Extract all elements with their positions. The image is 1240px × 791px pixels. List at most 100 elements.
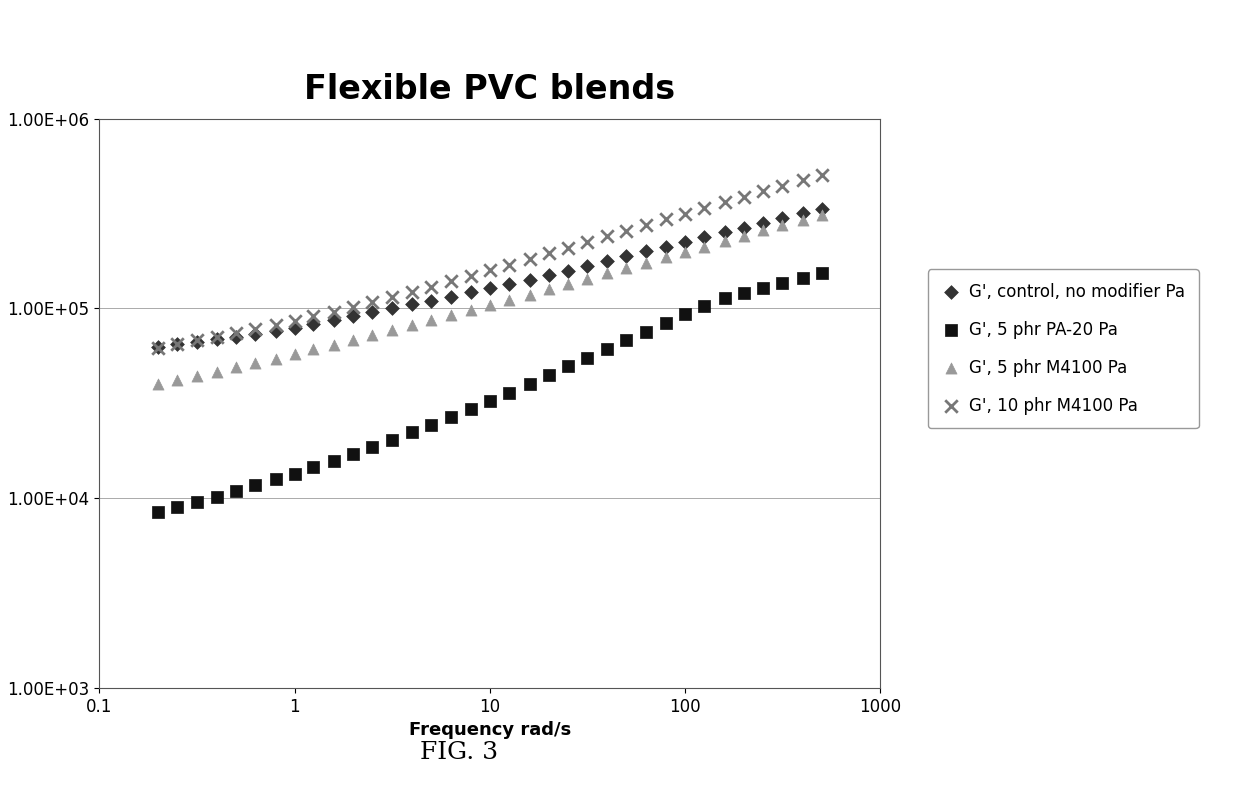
G', 5 phr PA-20 Pa [753, 282, 773, 294]
G', 10 phr M4100 Pa [792, 174, 812, 187]
G', control, no modifier Pa [792, 206, 812, 219]
G', control, no modifier Pa [773, 211, 792, 224]
Text: FIG. 3: FIG. 3 [419, 741, 498, 764]
G', 10 phr M4100 Pa [734, 191, 754, 203]
G', 5 phr M4100 Pa [715, 235, 735, 248]
G', control, no modifier Pa [636, 245, 656, 258]
G', 5 phr PA-20 Pa [343, 447, 363, 460]
G', 5 phr M4100 Pa [167, 373, 187, 386]
G', 5 phr M4100 Pa [753, 224, 773, 237]
G', 5 phr PA-20 Pa [616, 334, 636, 346]
G', control, no modifier Pa [558, 264, 578, 277]
G', control, no modifier Pa [734, 221, 754, 234]
G', 5 phr M4100 Pa [498, 293, 518, 306]
G', 10 phr M4100 Pa [558, 241, 578, 254]
G', 10 phr M4100 Pa [715, 196, 735, 209]
G', 5 phr PA-20 Pa [558, 360, 578, 373]
G', control, no modifier Pa [382, 302, 402, 315]
G', control, no modifier Pa [598, 255, 618, 267]
G', 10 phr M4100 Pa [207, 331, 227, 343]
G', control, no modifier Pa [422, 294, 441, 307]
G', 5 phr M4100 Pa [246, 357, 265, 369]
G', 5 phr PA-20 Pa [461, 403, 481, 415]
G', 5 phr M4100 Pa [598, 267, 618, 280]
G', 10 phr M4100 Pa [480, 264, 500, 277]
G', control, no modifier Pa [577, 260, 596, 273]
G', 5 phr PA-20 Pa [636, 325, 656, 338]
G', 10 phr M4100 Pa [812, 168, 832, 181]
G', control, no modifier Pa [304, 317, 324, 330]
G', control, no modifier Pa [753, 217, 773, 229]
G', control, no modifier Pa [675, 235, 694, 248]
G', 10 phr M4100 Pa [520, 253, 539, 266]
G', 5 phr PA-20 Pa [207, 490, 227, 503]
G', 5 phr M4100 Pa [226, 361, 246, 373]
G', 10 phr M4100 Pa [148, 342, 167, 354]
G', 5 phr PA-20 Pa [284, 467, 305, 480]
G', 5 phr PA-20 Pa [812, 267, 832, 280]
G', 10 phr M4100 Pa [265, 319, 285, 331]
G', control, no modifier Pa [520, 273, 539, 286]
G', 5 phr PA-20 Pa [694, 300, 714, 312]
G', 5 phr M4100 Pa [325, 339, 345, 351]
G', 10 phr M4100 Pa [656, 213, 676, 225]
G', control, no modifier Pa [480, 282, 500, 294]
G', control, no modifier Pa [167, 338, 187, 350]
G', 10 phr M4100 Pa [304, 310, 324, 323]
G', 5 phr M4100 Pa [480, 299, 500, 312]
G', 5 phr PA-20 Pa [422, 418, 441, 431]
G', 5 phr M4100 Pa [461, 304, 481, 316]
G', 10 phr M4100 Pa [284, 315, 305, 327]
G', 5 phr PA-20 Pa [148, 505, 167, 518]
G', 5 phr M4100 Pa [734, 229, 754, 242]
G', control, no modifier Pa [715, 226, 735, 239]
G', 5 phr PA-20 Pa [362, 441, 382, 453]
G', 5 phr M4100 Pa [558, 278, 578, 290]
G', 5 phr M4100 Pa [538, 283, 558, 296]
G', 5 phr M4100 Pa [636, 256, 656, 269]
G', 5 phr PA-20 Pa [167, 501, 187, 513]
Legend: G', control, no modifier Pa, G', 5 phr PA-20 Pa, G', 5 phr M4100 Pa, G', 10 phr : G', control, no modifier Pa, G', 5 phr P… [928, 270, 1199, 428]
G', 10 phr M4100 Pa [422, 281, 441, 293]
G', 10 phr M4100 Pa [325, 305, 345, 318]
G', control, no modifier Pa [325, 314, 345, 327]
G', 5 phr PA-20 Pa [773, 277, 792, 290]
G', 5 phr M4100 Pa [773, 219, 792, 232]
G', 5 phr PA-20 Pa [598, 343, 618, 356]
G', control, no modifier Pa [226, 331, 246, 343]
G', control, no modifier Pa [402, 298, 422, 311]
G', 5 phr PA-20 Pa [656, 316, 676, 329]
G', 10 phr M4100 Pa [461, 269, 481, 282]
G', 5 phr PA-20 Pa [498, 386, 518, 399]
G', 5 phr M4100 Pa [402, 319, 422, 331]
G', 10 phr M4100 Pa [675, 207, 694, 220]
G', 5 phr PA-20 Pa [382, 433, 402, 446]
G', 10 phr M4100 Pa [636, 219, 656, 232]
Title: Flexible PVC blends: Flexible PVC blends [304, 74, 676, 106]
G', 5 phr PA-20 Pa [675, 308, 694, 321]
G', 5 phr M4100 Pa [656, 251, 676, 263]
G', 5 phr M4100 Pa [343, 333, 363, 346]
X-axis label: Frequency rad/s: Frequency rad/s [409, 721, 570, 740]
G', 5 phr PA-20 Pa [186, 495, 206, 508]
G', 10 phr M4100 Pa [382, 290, 402, 303]
G', 5 phr M4100 Pa [520, 289, 539, 301]
G', 5 phr PA-20 Pa [538, 369, 558, 381]
G', 10 phr M4100 Pa [167, 338, 187, 350]
G', 10 phr M4100 Pa [753, 185, 773, 198]
G', control, no modifier Pa [616, 250, 636, 263]
G', control, no modifier Pa [207, 333, 227, 346]
G', control, no modifier Pa [246, 328, 265, 341]
G', control, no modifier Pa [186, 335, 206, 348]
G', 5 phr PA-20 Pa [325, 454, 345, 467]
G', 10 phr M4100 Pa [362, 296, 382, 308]
G', 5 phr PA-20 Pa [480, 395, 500, 407]
G', 5 phr M4100 Pa [186, 370, 206, 383]
G', control, no modifier Pa [265, 325, 285, 338]
G', control, no modifier Pa [694, 231, 714, 244]
G', 5 phr PA-20 Pa [792, 272, 812, 285]
G', 5 phr M4100 Pa [616, 262, 636, 274]
G', 5 phr M4100 Pa [812, 208, 832, 221]
G', 5 phr M4100 Pa [577, 273, 596, 286]
G', 10 phr M4100 Pa [598, 230, 618, 243]
